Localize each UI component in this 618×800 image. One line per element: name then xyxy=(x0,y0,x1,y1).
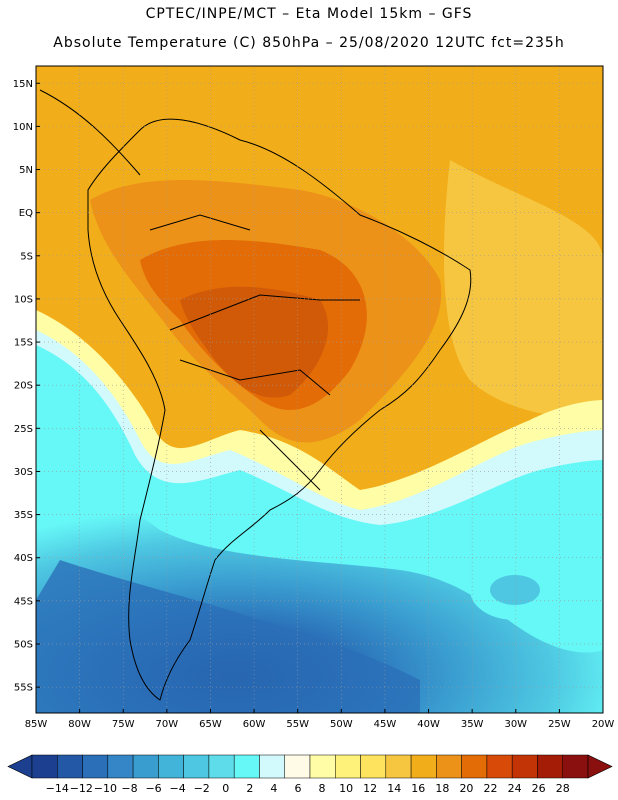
lon-label: 50W xyxy=(330,719,353,730)
lon-label: 30W xyxy=(504,719,527,730)
colorbar-label: −2 xyxy=(194,782,210,795)
field-band-east xyxy=(444,160,603,420)
temperature-field xyxy=(36,66,603,713)
colorbar-label: 14 xyxy=(387,782,401,795)
colorbar-swatch xyxy=(284,754,311,779)
colorbar-label: 16 xyxy=(411,782,425,795)
colorbar-label: −14 xyxy=(46,782,69,795)
colorbar-label: 28 xyxy=(556,782,570,795)
lon-label: 80W xyxy=(68,719,91,730)
lon-label: 40W xyxy=(417,719,440,730)
colorbar-min-arrow xyxy=(7,754,33,779)
lon-label: 60W xyxy=(243,719,266,730)
field-cold-core xyxy=(36,560,420,713)
colorbar-swatch xyxy=(410,754,437,779)
colorbar-label: 6 xyxy=(294,782,301,795)
map-frame xyxy=(35,65,604,714)
colorbar-swatch xyxy=(461,754,488,779)
colorbar-label: 18 xyxy=(435,782,449,795)
lat-label: 5N xyxy=(19,165,33,176)
colorbar-swatch xyxy=(486,754,513,779)
colorbar-swatch xyxy=(309,754,336,779)
border-line-3 xyxy=(259,429,321,491)
lat-label: EQ xyxy=(19,208,33,219)
colorbar-max-arrow xyxy=(587,754,613,779)
colorbar-swatch xyxy=(57,754,83,779)
lat-label: 30S xyxy=(14,467,33,478)
colorbar-swatch xyxy=(335,754,361,779)
border-line-2 xyxy=(179,359,331,396)
lat-label: 20S xyxy=(14,381,33,392)
lon-label: 65W xyxy=(199,719,222,730)
colorbar-label: 26 xyxy=(532,782,546,795)
lat-label: 50S xyxy=(14,639,33,650)
colorbar-swatch xyxy=(183,754,210,779)
colorbar: −14 −12 −10 −8 −6 −4 −2 0 2 4 6 8 10 12 14 16 18 20 22 24 26… xyxy=(7,754,613,795)
colorbar-label: 20 xyxy=(459,782,473,795)
colorbar-swatch xyxy=(107,754,134,779)
colorbar-label: −10 xyxy=(94,782,117,795)
colorbar-label: 0 xyxy=(222,782,229,795)
colorbar-label: 10 xyxy=(339,782,353,795)
lon-label: 25W xyxy=(548,719,571,730)
colorbar-swatch xyxy=(158,754,184,779)
lat-label: 15N xyxy=(13,79,33,90)
colorbar-swatch xyxy=(511,754,538,779)
colorbar-swatch xyxy=(82,754,109,779)
lat-label: 5S xyxy=(20,251,33,262)
latitude-labels: 15N 10N 5N EQ 5S 10S 15S 20S 25S 30S 35S 40S 45S 50S 5… xyxy=(13,79,40,694)
lon-label: 35W xyxy=(461,719,484,730)
lat-label: 35S xyxy=(14,510,33,521)
map-title-line1: CPTEC/INPE/MCT – Eta Model 15km – GFS xyxy=(145,6,473,22)
colorbar-label: 8 xyxy=(319,782,326,795)
border-line-1 xyxy=(169,294,360,331)
border-line-4 xyxy=(149,214,251,231)
colorbar-label: 12 xyxy=(363,782,377,795)
colorbar-label: 2 xyxy=(246,782,253,795)
colorbar-swatch xyxy=(537,754,563,779)
colorbar-swatch xyxy=(259,754,285,779)
lat-label: 10S xyxy=(14,294,33,305)
longitude-labels: 85W 80W 75W 70W 65W 60W 55W 50W 45W 40W 35W 30W 25W 2… xyxy=(25,709,615,730)
lon-label: 85W xyxy=(25,719,48,730)
lon-label: 45W xyxy=(374,719,397,730)
colorbar-swatch xyxy=(132,754,159,779)
lon-label: 75W xyxy=(112,719,135,730)
lat-label: 15S xyxy=(14,338,33,349)
colorbar-swatch xyxy=(562,754,589,779)
lat-label: 10N xyxy=(13,122,33,133)
map-title-line2: Absolute Temperature (C) 850hPa – 25/08/… xyxy=(53,35,565,51)
colorbar-label: −6 xyxy=(145,782,161,795)
colorbar-swatch xyxy=(208,754,235,779)
lat-label: 45S xyxy=(14,596,33,607)
colorbar-swatch xyxy=(385,754,412,779)
lat-label: 40S xyxy=(14,553,33,564)
colorbar-label: −4 xyxy=(170,782,186,795)
lat-label: 25S xyxy=(14,424,33,435)
colorbar-swatch xyxy=(31,754,58,779)
central-america-outline xyxy=(39,89,141,176)
colorbar-label: 24 xyxy=(508,782,522,795)
colorbar-label: 22 xyxy=(484,782,498,795)
south-america-outline xyxy=(87,118,472,701)
lat-lon-grid xyxy=(35,66,604,713)
lat-label: 55S xyxy=(14,683,33,694)
coastlines xyxy=(39,89,472,701)
field-swirl-core xyxy=(490,575,540,605)
colorbar-label: −8 xyxy=(121,782,137,795)
colorbar-swatch xyxy=(233,754,260,779)
colorbar-label: 4 xyxy=(270,782,277,795)
colorbar-swatch xyxy=(436,754,462,779)
colorbar-swatch xyxy=(360,754,387,779)
lon-label: 70W xyxy=(156,719,179,730)
lon-label: 20W xyxy=(592,719,615,730)
lon-label: 55W xyxy=(286,719,309,730)
colorbar-label: −12 xyxy=(70,782,93,795)
